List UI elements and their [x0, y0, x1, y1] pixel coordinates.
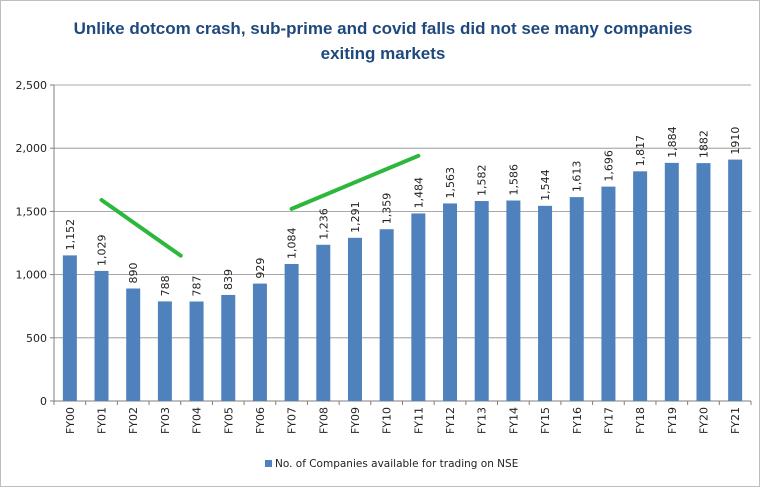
trend-line-1: [99, 198, 183, 258]
x-tick-label: FY17: [602, 407, 615, 434]
bar-fy14: [506, 200, 521, 401]
data-label: 1,084: [286, 227, 299, 259]
bar-fy01: [94, 270, 109, 401]
bar-fy00: [62, 255, 77, 401]
data-label: 1,484: [412, 177, 425, 209]
x-tick-label: FY08: [317, 407, 330, 434]
data-label: 788: [159, 275, 172, 296]
x-tick-label: FY10: [381, 407, 394, 434]
data-label: 1,544: [539, 169, 552, 201]
legend-label: No. of Companies available for trading o…: [275, 458, 518, 470]
x-tick-label: FY13: [476, 407, 489, 434]
trend-annotations: [99, 153, 421, 258]
data-label: 1,236: [317, 208, 330, 240]
data-label: 839: [222, 269, 235, 290]
bar-fy02: [126, 288, 141, 401]
y-tick-label: 0: [40, 395, 47, 408]
data-label: 1,152: [64, 219, 77, 251]
data-label: 929: [254, 258, 267, 279]
bar-fy17: [601, 186, 616, 401]
y-tick-label: 2,000: [16, 142, 48, 155]
x-tick-label: FY16: [571, 407, 584, 434]
x-tick-label: FY15: [539, 407, 552, 434]
legend-swatch: [265, 460, 272, 467]
y-tick-label: 2,500: [16, 79, 48, 92]
bars: [62, 159, 743, 401]
data-label: 1,029: [96, 234, 109, 266]
y-tick-label: 1,500: [16, 205, 48, 218]
bar-fy12: [443, 203, 458, 401]
bar-fy09: [347, 237, 362, 401]
x-tick-label: FY19: [666, 407, 679, 434]
x-tick-label: FY14: [507, 407, 520, 434]
data-label: 890: [127, 263, 140, 284]
x-tick-label: FY01: [96, 407, 109, 434]
data-label: 787: [191, 276, 204, 297]
x-tick-label: FY11: [412, 407, 425, 434]
chart-title-line-1: Unlike dotcom crash, sub-prime and covid…: [74, 19, 693, 38]
x-tick-label: FY21: [729, 407, 742, 434]
data-label: 1,563: [444, 167, 457, 199]
x-tick-label: FY04: [191, 407, 204, 434]
data-label: 1882: [697, 130, 710, 158]
bar-fy11: [411, 213, 426, 401]
bar-fy06: [252, 283, 267, 401]
bar-fy08: [316, 244, 331, 401]
bar-fy05: [221, 294, 236, 401]
data-label: 1,586: [507, 164, 520, 196]
x-tick-label: FY07: [286, 407, 299, 434]
bar-fy03: [157, 301, 172, 401]
legend: No. of Companies available for trading o…: [265, 458, 518, 470]
bar-fy20: [696, 163, 711, 401]
bar-fy04: [189, 301, 204, 401]
data-label: 1,291: [349, 201, 362, 233]
x-tick-label: FY05: [222, 407, 235, 434]
x-axis-ticks: FY00 FY01 FY02 FY03 FY04 FY05 FY06 FY07 FY08 FY09…: [53, 401, 752, 434]
bar-fy16: [569, 197, 584, 401]
y-tick-label: 1,000: [16, 269, 48, 282]
bar-fy13: [474, 201, 489, 401]
data-label: 1,359: [381, 193, 394, 225]
x-tick-label: FY18: [634, 407, 647, 434]
bar-fy10: [379, 229, 394, 401]
bar-fy18: [633, 171, 648, 401]
trend-line-2: [289, 153, 421, 211]
x-tick-label: FY06: [254, 407, 267, 434]
x-tick-label: FY00: [64, 407, 77, 434]
data-label: 1,613: [571, 161, 584, 193]
data-label: 1,696: [602, 150, 615, 182]
bar-fy15: [538, 205, 553, 401]
y-tick-label: 500: [26, 332, 47, 345]
bar-fy07: [284, 263, 299, 401]
x-tick-label: FY12: [444, 407, 457, 434]
data-label: 1,884: [666, 126, 679, 158]
data-label: 1,582: [476, 165, 489, 197]
bar-fy19: [664, 162, 679, 401]
bar-fy21: [728, 159, 743, 401]
data-label: 1910: [729, 127, 742, 155]
x-tick-label: FY20: [697, 407, 710, 434]
x-tick-label: FY03: [159, 407, 172, 434]
data-label: 1,817: [634, 135, 647, 167]
data-labels: 1,152 1,029 890 788 787 839 929 1,084 1,236 1,291…: [64, 126, 742, 296]
chart-title-line-2: exiting markets: [321, 44, 446, 63]
x-tick-label: FY09: [349, 407, 362, 434]
x-tick-label: FY02: [127, 407, 140, 434]
